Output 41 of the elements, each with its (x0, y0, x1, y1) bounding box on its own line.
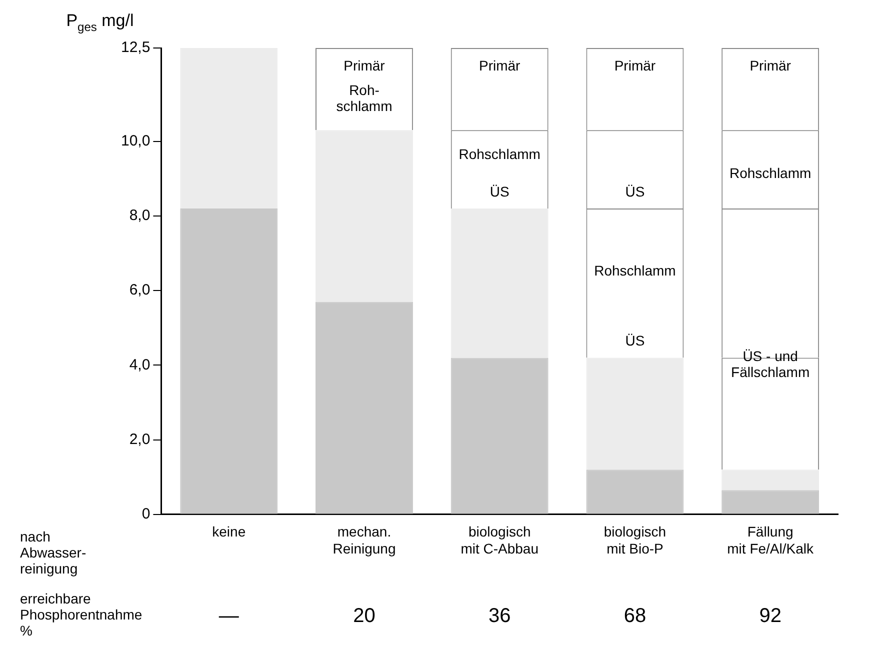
bar (586, 358, 684, 470)
bar (586, 470, 684, 514)
annotation: ÜS (625, 332, 645, 349)
bar (180, 48, 278, 208)
annotation: Primär (750, 58, 792, 74)
bar (316, 302, 413, 514)
y-tick-label: 6,0 (129, 282, 150, 299)
annotation: ÜS - und Fällschlamm (731, 348, 810, 380)
annotation: Roh- schlamm (336, 82, 392, 114)
y-tick-label: 10,0 (120, 132, 150, 150)
x-tick-label: biologisch mit Bio-P (604, 524, 666, 556)
bar (722, 470, 820, 490)
bar (316, 130, 413, 302)
annotation: Rohschlamm (594, 262, 676, 279)
bar (180, 208, 278, 514)
text: — (218, 604, 239, 627)
text: 20 (353, 604, 376, 627)
annotation: Primär (344, 58, 386, 74)
annotation: ÜS (490, 183, 510, 200)
x-axis-title: nach Abwasser- reinigung (20, 528, 86, 576)
text: 68 (624, 604, 646, 627)
x-tick-label: mechan. Reinigung (332, 524, 396, 556)
y-tick-label: 12,5 (120, 39, 150, 56)
y-tick-label: 4,0 (129, 356, 150, 374)
y-tick-label: 2,0 (129, 430, 150, 448)
annotation: ÜS (625, 183, 645, 200)
x-tick-label: keine (212, 524, 246, 540)
annotation: Primär (614, 58, 656, 74)
y-tick-label: 0 (142, 506, 150, 523)
annotation: Rohschlamm (729, 164, 812, 181)
text: erreichbare Phosphorentnahme % (20, 590, 142, 638)
annotation: Rohschlamm (458, 146, 540, 162)
bar (450, 208, 548, 358)
text: 92 (759, 604, 782, 627)
y-tick-label: 8,0 (129, 207, 150, 224)
x-tick-label: Fällung mit Fe/Al/Kalk (727, 524, 814, 556)
bar (722, 490, 820, 514)
text: 36 (488, 604, 511, 627)
bar (450, 358, 548, 514)
x-tick-label: biologisch mit C-Abbau (460, 524, 539, 556)
annotation: Primär (478, 58, 521, 74)
